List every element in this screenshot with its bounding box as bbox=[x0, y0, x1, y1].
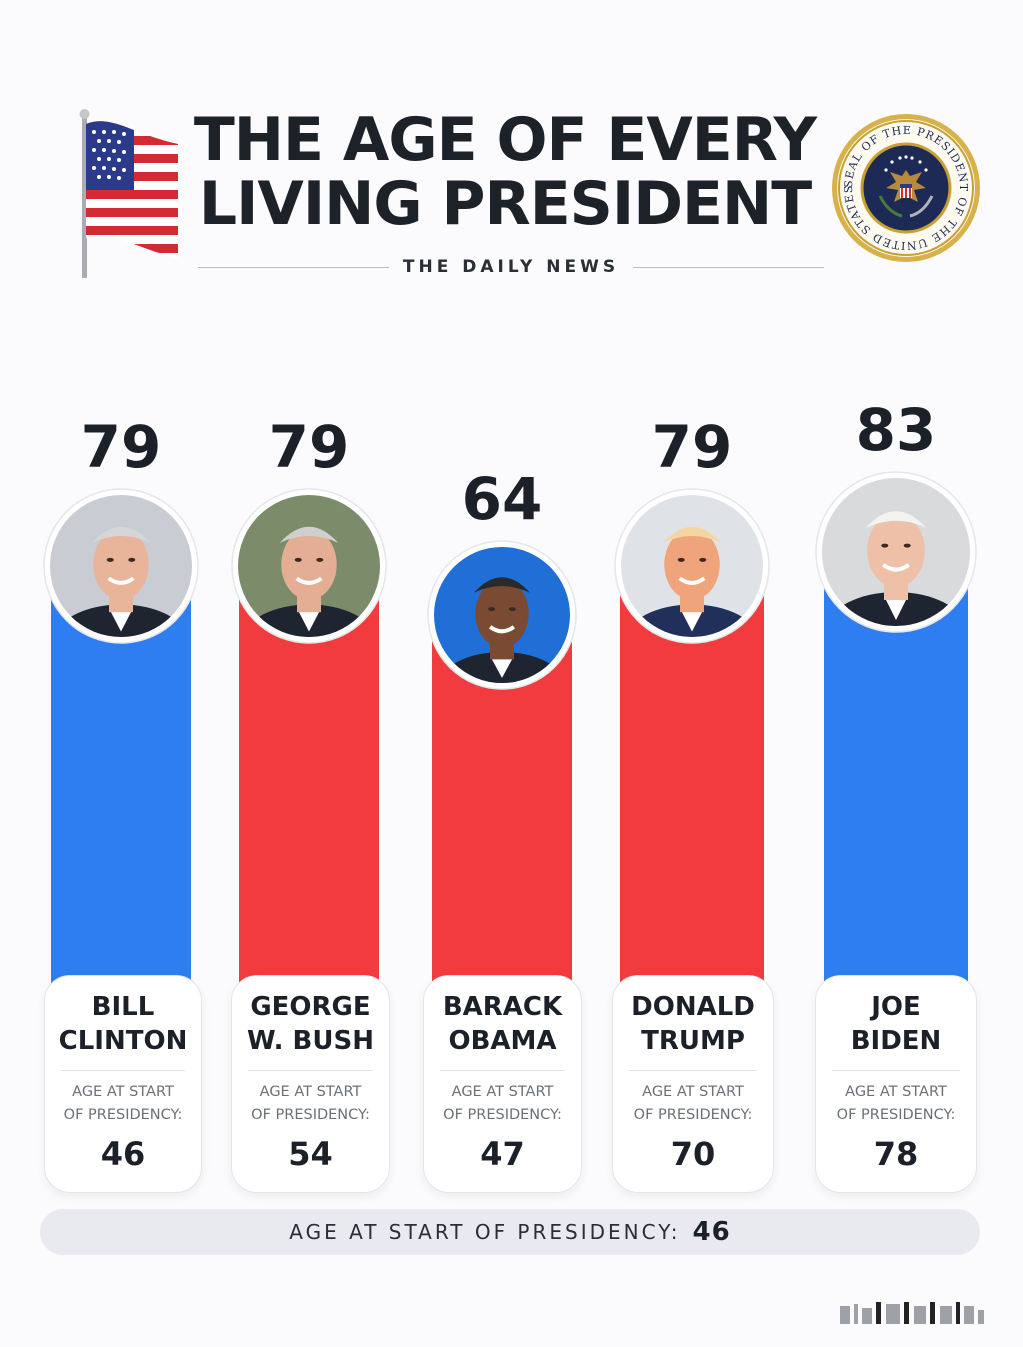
portrait-barack-obama bbox=[427, 540, 577, 690]
current-age-label: 79 bbox=[652, 413, 733, 481]
start-age-caption: AGE AT START OF PRESIDENCY: bbox=[816, 1081, 976, 1127]
footer-label: AGE AT START OF PRESIDENCY: bbox=[289, 1220, 681, 1244]
bar-donald-trump bbox=[620, 576, 764, 990]
subtitle: THE DAILY NEWS bbox=[402, 257, 620, 277]
watermark-bars-icon bbox=[840, 1302, 984, 1324]
current-age-label: 79 bbox=[269, 413, 350, 481]
current-age-label: 83 bbox=[856, 396, 937, 464]
president-card: GEORGE W. BUSH AGE AT START OF PRESIDENCY: 5… bbox=[231, 975, 390, 1193]
portrait-bill-clinton bbox=[43, 488, 199, 644]
last-name: TRUMP bbox=[641, 1026, 745, 1056]
president-card: BARACK OBAMA AGE AT START OF PRESIDENCY: 47 bbox=[423, 975, 582, 1193]
footer-value: 46 bbox=[692, 1217, 731, 1247]
start-age-caption-line-2: OF PRESIDENCY: bbox=[443, 1107, 562, 1123]
start-age-caption-line-2: OF PRESIDENCY: bbox=[251, 1107, 370, 1123]
president-name: GEORGE W. BUSH bbox=[232, 990, 389, 1062]
president-name: BILL CLINTON bbox=[45, 990, 201, 1062]
start-age-value: 70 bbox=[670, 1135, 716, 1173]
last-name: CLINTON bbox=[58, 1026, 188, 1056]
bar-george-w-bush bbox=[239, 576, 379, 990]
current-age-label: 79 bbox=[81, 413, 162, 481]
start-age-caption-line-1: AGE AT START bbox=[259, 1084, 362, 1100]
subtitle-rule-left bbox=[198, 266, 389, 268]
card-divider bbox=[248, 1070, 373, 1071]
card-divider bbox=[440, 1070, 565, 1071]
start-age-caption-line-2: OF PRESIDENCY: bbox=[63, 1107, 183, 1123]
start-age-value: 54 bbox=[288, 1135, 333, 1173]
start-age-caption-line-2: OF PRESIDENCY: bbox=[633, 1107, 753, 1123]
start-age-caption-line-1: AGE AT START bbox=[642, 1084, 744, 1100]
portrait-george-w-bush bbox=[231, 488, 387, 644]
bar-bill-clinton bbox=[51, 576, 191, 990]
president-name: DONALD TRUMP bbox=[613, 990, 773, 1062]
first-name: BILL bbox=[91, 992, 155, 1022]
start-age-value: 46 bbox=[100, 1135, 146, 1173]
title-line-1: THE AGE OF EVERY bbox=[193, 105, 817, 175]
start-age-caption: AGE AT START OF PRESIDENCY: bbox=[613, 1081, 773, 1127]
bar-joe-biden bbox=[824, 562, 968, 990]
subtitle-rule-right bbox=[633, 266, 825, 268]
president-name: BARACK OBAMA bbox=[424, 990, 581, 1062]
portrait-donald-trump bbox=[614, 488, 770, 644]
start-age-caption: AGE AT START OF PRESIDENCY: bbox=[45, 1081, 201, 1127]
start-age-caption: AGE AT START OF PRESIDENCY: bbox=[232, 1081, 389, 1127]
start-age-value: 47 bbox=[480, 1135, 525, 1173]
last-name: BIDEN bbox=[850, 1026, 942, 1056]
first-name: GEORGE bbox=[250, 992, 371, 1022]
president-card: JOE BIDEN AGE AT START OF PRESIDENCY: 78 bbox=[815, 975, 977, 1193]
footer-bar: AGE AT START OF PRESIDENCY: 46 bbox=[40, 1209, 980, 1255]
last-name: W. BUSH bbox=[247, 1026, 374, 1056]
page-title: THE AGE OF EVERY LIVING PRESIDENT bbox=[180, 108, 830, 236]
portrait-joe-biden bbox=[815, 471, 977, 633]
title-line-2: LIVING PRESIDENT bbox=[198, 169, 812, 239]
card-divider bbox=[629, 1070, 757, 1071]
us-flag-icon bbox=[79, 109, 178, 278]
start-age-caption-line-1: AGE AT START bbox=[451, 1084, 554, 1100]
president-name: JOE BIDEN bbox=[816, 990, 976, 1062]
president-card: DONALD TRUMP AGE AT START OF PRESIDENCY: 70 bbox=[612, 975, 774, 1193]
subtitle-row: THE DAILY NEWS bbox=[198, 256, 825, 278]
card-divider bbox=[61, 1070, 185, 1071]
start-age-caption-line-2: OF PRESIDENCY: bbox=[836, 1107, 956, 1123]
current-age-label: 64 bbox=[462, 465, 543, 533]
start-age-caption-line-1: AGE AT START bbox=[845, 1084, 947, 1100]
start-age-caption-line-1: AGE AT START bbox=[72, 1084, 174, 1100]
first-name: BARACK bbox=[442, 992, 563, 1022]
presidential-seal-icon: SEAL OF THE PRESIDENT OF THE UNITED STAT… bbox=[832, 114, 980, 262]
start-age-caption: AGE AT START OF PRESIDENCY: bbox=[424, 1081, 581, 1127]
first-name: DONALD bbox=[631, 992, 755, 1022]
card-divider bbox=[832, 1070, 960, 1071]
first-name: JOE bbox=[871, 992, 921, 1022]
president-card: BILL CLINTON AGE AT START OF PRESIDENCY: 46 bbox=[44, 975, 202, 1193]
last-name: OBAMA bbox=[448, 1026, 557, 1056]
start-age-value: 78 bbox=[873, 1135, 919, 1173]
